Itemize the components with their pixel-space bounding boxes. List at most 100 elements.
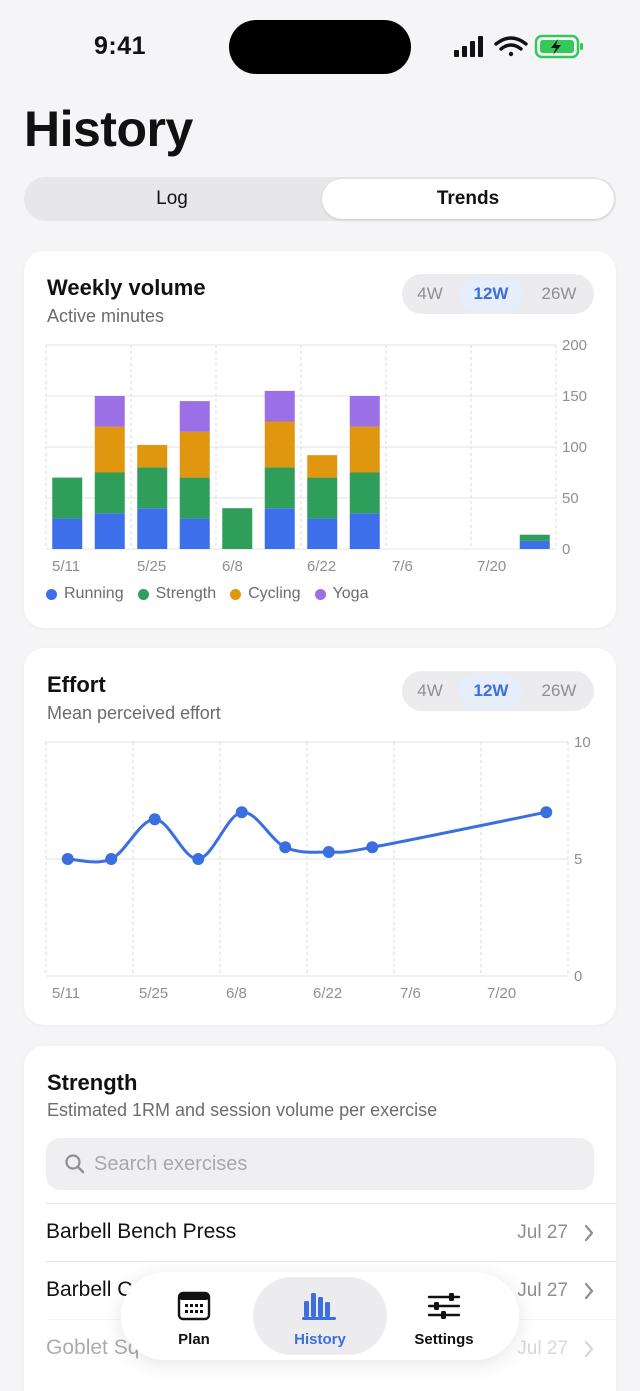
card-subtitle: Estimated 1RM and session volume per exe…	[47, 1100, 438, 1120]
y-tick-label: 50	[562, 490, 579, 507]
tab-label: Plan	[178, 1331, 210, 1348]
x-tick-label: 6/22	[313, 985, 342, 1002]
bar-strength	[264, 467, 295, 509]
bar-running	[137, 508, 168, 549]
search-icon	[65, 1154, 85, 1174]
legend-dot-strength	[137, 588, 149, 600]
calendar-icon	[177, 1291, 211, 1321]
exercise-row[interactable]: Barbell Bench Press Jul 27	[46, 1203, 616, 1261]
tab-history[interactable]: History	[253, 1277, 387, 1355]
x-tick-label: 5/11	[52, 558, 80, 575]
range-4w[interactable]: 4W	[417, 284, 443, 303]
signal-icon	[454, 36, 483, 57]
bar-cycling	[349, 426, 380, 473]
bar-running	[179, 518, 210, 549]
legend-dot-cycling	[230, 588, 242, 600]
range-12w[interactable]: 12W	[459, 674, 523, 708]
x-tick-label: 7/20	[477, 558, 506, 575]
card-subtitle: Active minutes	[47, 306, 165, 326]
bar-strength	[52, 477, 83, 519]
bar-strength	[94, 472, 125, 514]
range-selector: 4W 12W 26W	[402, 274, 594, 314]
effort-point	[322, 845, 335, 858]
effort-point	[192, 853, 205, 865]
effort-point	[279, 841, 292, 854]
bar-cycling	[179, 431, 210, 478]
bar-yoga	[94, 396, 125, 427]
range-26w[interactable]: 26W	[541, 681, 577, 700]
y-tick-label: 200	[562, 337, 587, 354]
card-title: Strength	[47, 1070, 138, 1095]
legend-yoga: Yoga	[314, 585, 368, 603]
x-tick-label: 7/20	[487, 985, 516, 1002]
battery-icon	[534, 34, 583, 59]
legend-dot-yoga	[314, 588, 326, 600]
tab-trends[interactable]: Trends	[322, 179, 614, 219]
card-title: Effort	[47, 672, 106, 697]
legend-cycling: Cycling	[230, 585, 301, 603]
exercise-date: Jul 27	[517, 1222, 568, 1243]
y-tick-label: 100	[562, 439, 587, 456]
bar-running	[52, 518, 83, 549]
exercise-name: Goblet Sq	[46, 1336, 140, 1359]
x-tick-label: 6/22	[307, 558, 336, 575]
status-bar: 9:41	[0, 0, 640, 96]
range-4w[interactable]: 4W	[417, 681, 443, 700]
weekly-volume-chart: 0 50 100 150 200 5/11 5/25 6/8 6/22 7/6 7/20	[45, 337, 587, 575]
wifi-icon	[494, 36, 528, 57]
legend-running: Running	[46, 585, 124, 603]
x-tick-label: 7/6	[392, 558, 413, 575]
bar-cycling	[264, 421, 295, 468]
bar-running	[519, 540, 550, 549]
effort-point	[235, 806, 248, 819]
card-title: Weekly volume	[47, 275, 206, 300]
legend-strength: Strength	[137, 585, 216, 603]
exercise-name: Barbell C	[46, 1278, 133, 1301]
tab-bar: Plan History Settin	[121, 1272, 519, 1360]
dynamic-island	[229, 20, 411, 74]
bar-chart-icon	[302, 1293, 336, 1320]
effort-point	[540, 806, 553, 819]
x-tick-label: 6/8	[222, 558, 243, 575]
bar-yoga	[349, 396, 380, 427]
bar-strength	[349, 472, 380, 514]
exercise-date: Jul 27	[517, 1280, 568, 1301]
chevron-right-icon	[584, 1340, 594, 1358]
x-tick-label: 5/25	[137, 558, 166, 575]
range-26w[interactable]: 26W	[541, 284, 577, 303]
bar-running	[307, 518, 338, 549]
bar-strength	[137, 467, 168, 509]
chart-legend: Running Strength Cycling Yoga	[46, 585, 368, 603]
exercise-row[interactable]: Barbell C Jul 27	[46, 1261, 616, 1319]
tab-settings[interactable]: Settings	[379, 1277, 509, 1355]
tab-label: Settings	[414, 1331, 474, 1348]
chevron-right-icon	[584, 1282, 594, 1300]
bar-cycling	[307, 455, 338, 478]
status-time: 9:41	[94, 32, 147, 60]
effort-point	[105, 853, 118, 865]
y-tick-label: 0	[562, 541, 570, 558]
effort-point	[61, 853, 74, 865]
search-input[interactable]	[94, 1138, 574, 1190]
exercise-name: Barbell Bench Press	[46, 1220, 237, 1243]
effort-point	[366, 841, 379, 854]
tab-plan[interactable]: Plan	[129, 1277, 259, 1355]
weekly-volume-card: Weekly volume Active minutes 4W 12W 26W …	[24, 251, 616, 628]
x-tick-label: 5/11	[52, 985, 80, 1002]
bar-running	[264, 508, 295, 549]
tab-log[interactable]: Log	[156, 188, 188, 209]
card-subtitle: Mean perceived effort	[47, 703, 221, 723]
range-selector: 4W 12W 26W	[402, 671, 594, 711]
exercise-search	[46, 1138, 594, 1190]
y-tick-label: 0	[574, 968, 582, 985]
effort-line	[66, 810, 548, 864]
y-tick-label: 5	[574, 851, 582, 868]
range-12w[interactable]: 12W	[459, 277, 523, 311]
log-trends-segmented-control: Log Trends	[24, 177, 616, 221]
exercise-date: Jul 27	[517, 1338, 568, 1359]
bar-running	[349, 513, 380, 549]
x-tick-label: 6/8	[226, 985, 247, 1002]
bar-cycling	[94, 426, 125, 473]
page-title: History	[24, 101, 193, 157]
effort-chart: 0 5 10 5/11 5/25 6/8 6/22 7/6 7/20	[45, 734, 591, 1002]
